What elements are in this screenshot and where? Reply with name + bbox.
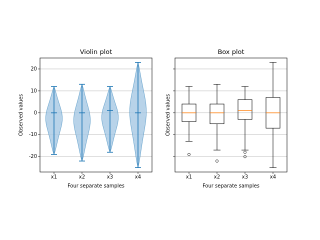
y-axis-label: Observed values xyxy=(166,94,172,136)
x-axis-label: Four separate samples xyxy=(67,184,124,190)
outlier xyxy=(187,152,191,156)
box xyxy=(209,103,225,125)
outlier xyxy=(215,159,219,163)
x-tick-label: x1 xyxy=(186,175,192,181)
y-axis-label: Observed values xyxy=(19,94,25,136)
x-tick-label: x1 xyxy=(51,175,57,181)
chart-title: Box plot xyxy=(218,48,245,56)
y-tick-label: 0 xyxy=(34,110,37,116)
x-axis-label: Four separate samples xyxy=(202,184,259,190)
x-tick-label: x3 xyxy=(107,175,113,181)
box xyxy=(237,99,253,120)
axes-frame xyxy=(174,57,288,173)
outlier xyxy=(243,155,247,159)
x-tick-label: x2 xyxy=(214,175,220,181)
y-tick-label: -10 xyxy=(29,132,37,138)
y-tick-label: 10 xyxy=(31,88,37,94)
axes-frame xyxy=(39,57,153,173)
outlier xyxy=(243,150,247,154)
x-tick-label: x2 xyxy=(79,175,85,181)
figure: -20 -10 0 10 20 Violin plot Four separate samp… xyxy=(19,48,288,190)
x-tick-label: x4 xyxy=(270,175,276,181)
chart-title: Violin plot xyxy=(80,48,113,56)
y-tick-label: 20 xyxy=(31,66,37,72)
y-tick-label: -20 xyxy=(29,154,37,160)
x-tick-label: x4 xyxy=(135,175,141,181)
x-tick-label: x3 xyxy=(242,175,248,181)
